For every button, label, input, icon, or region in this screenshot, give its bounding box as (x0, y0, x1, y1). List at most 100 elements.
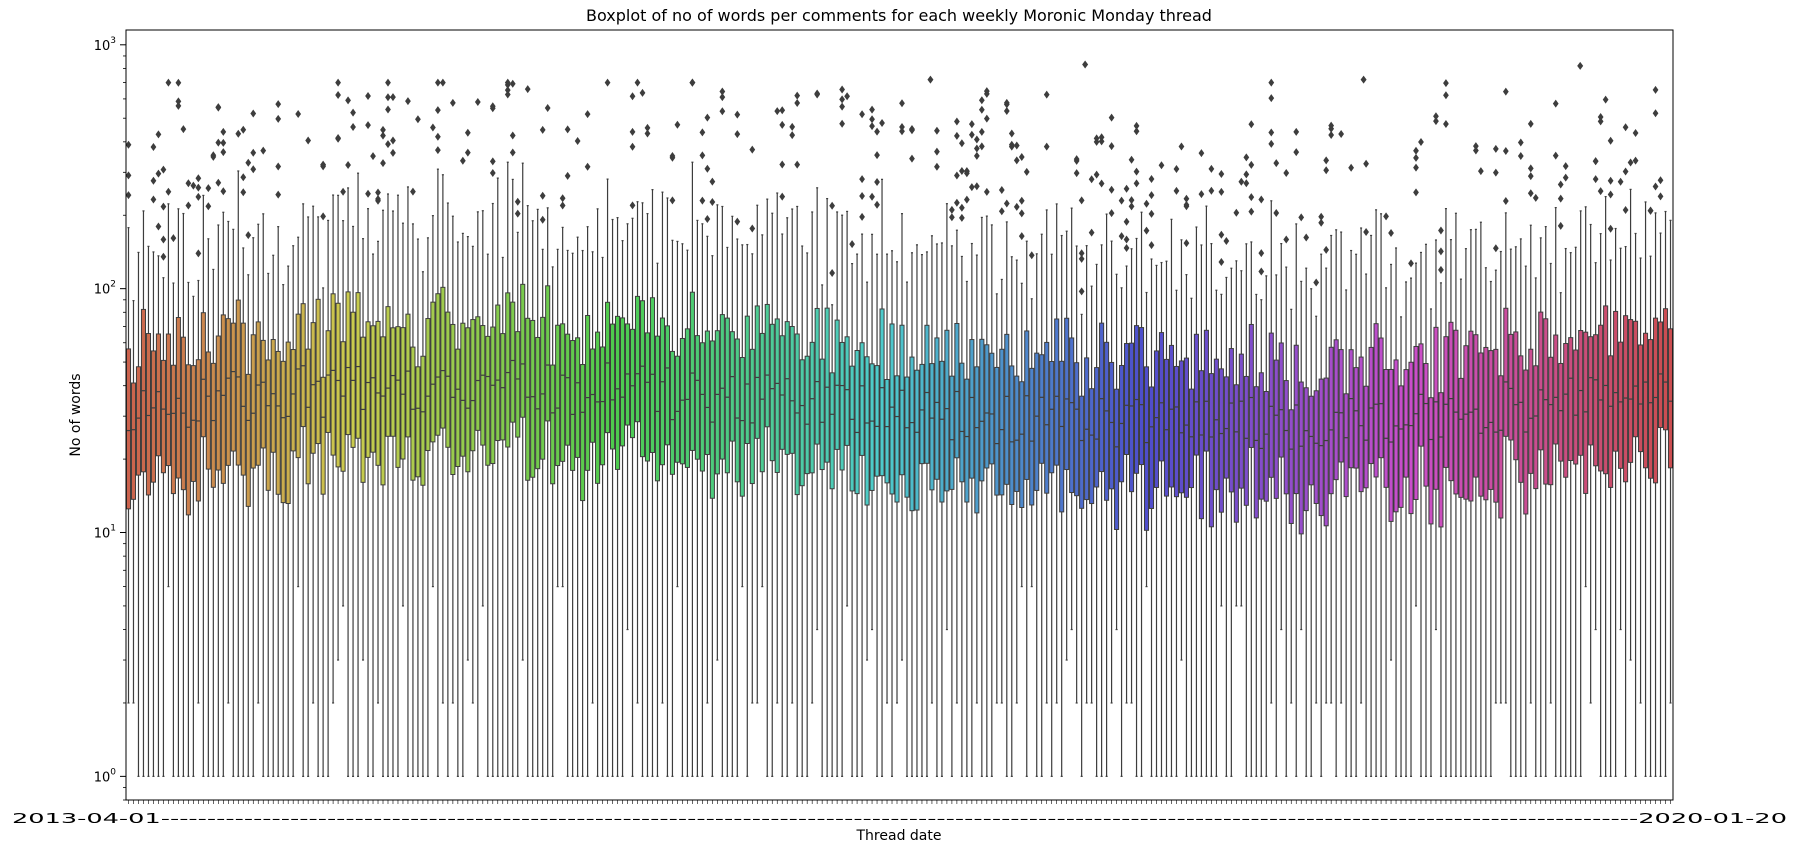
box-143 (839, 214, 845, 777)
outlier-point (983, 89, 990, 98)
box-287 (1558, 292, 1564, 777)
box-body (1268, 332, 1274, 478)
outlier-point (1657, 192, 1664, 201)
box-107 (659, 191, 666, 704)
outlier-point (375, 188, 381, 197)
box-13 (190, 295, 196, 777)
box-174 (994, 293, 1000, 704)
box-body (969, 339, 975, 479)
box-286 (1553, 206, 1559, 777)
outlier-point (629, 92, 636, 101)
outlier-point (1128, 155, 1135, 164)
outlier-point (1008, 129, 1015, 138)
box-58 (415, 238, 421, 777)
box-120 (724, 246, 730, 777)
box-body (629, 328, 636, 439)
outlier-point (934, 147, 940, 156)
outlier-point (1118, 232, 1125, 241)
box-body (1458, 377, 1464, 498)
outlier-point (669, 196, 676, 205)
outlier-point (1043, 90, 1050, 99)
box-body (974, 366, 980, 514)
outlier-point (709, 197, 716, 206)
box-260 (1423, 243, 1429, 777)
box-283 (1538, 237, 1544, 777)
box-body (1603, 305, 1609, 475)
box-50 (375, 240, 381, 704)
box-132 (784, 217, 790, 777)
box-121 (729, 215, 735, 777)
outlier-point (1293, 148, 1300, 157)
box-body (754, 305, 760, 439)
box-299 (1618, 247, 1624, 631)
outlier-point (180, 125, 187, 134)
box-body (1368, 346, 1374, 465)
box-body (470, 319, 476, 452)
outlier-point (1527, 119, 1534, 128)
box-body (1662, 308, 1669, 431)
outlier-point (734, 130, 741, 139)
box-195 (1099, 244, 1105, 777)
box-body (684, 328, 690, 468)
box-body (1652, 317, 1659, 484)
box-294 (1593, 262, 1599, 631)
box-body (1388, 368, 1394, 522)
box-body (1059, 360, 1065, 513)
outlier-point (879, 119, 885, 128)
outlier-point (240, 173, 247, 182)
outlier-point (1413, 163, 1419, 172)
outlier-point (160, 202, 167, 211)
box-body (649, 297, 656, 453)
box-159 (919, 254, 925, 777)
box-48 (365, 208, 371, 777)
outlier-point (1328, 130, 1335, 139)
box-body (1528, 348, 1534, 474)
outlier-point (1158, 161, 1165, 170)
box-body (1493, 348, 1499, 503)
box-64 (445, 202, 451, 777)
box-263 (1438, 282, 1444, 777)
box-297 (1608, 259, 1614, 777)
box-body (1538, 311, 1544, 451)
box-177 (1009, 256, 1015, 777)
outlier-point (125, 191, 132, 200)
box-234 (1293, 223, 1299, 777)
box-20 (225, 220, 231, 704)
outlier-point (1363, 159, 1369, 168)
outlier-point (175, 101, 182, 110)
box-280 (1523, 265, 1529, 777)
box-body (1343, 393, 1349, 498)
box-65 (450, 215, 456, 704)
box-168 (964, 280, 970, 777)
box-188 (1064, 230, 1070, 661)
outlier-point (1627, 158, 1634, 167)
outlier-point (305, 136, 312, 145)
outlier-point (1133, 127, 1140, 136)
outlier-point (829, 268, 836, 277)
box-59 (420, 271, 426, 777)
outlier-point (1413, 153, 1419, 162)
box-body (1598, 324, 1604, 472)
box-body (844, 336, 850, 446)
outlier-point (1238, 177, 1245, 186)
box-152 (884, 253, 890, 704)
outlier-point (1098, 179, 1105, 188)
box-body (984, 344, 990, 469)
box-128 (764, 198, 770, 777)
outlier-point (1443, 79, 1449, 88)
box-body (1628, 319, 1634, 463)
box-body (964, 378, 970, 503)
outlier-point (335, 78, 341, 87)
box-body (225, 318, 231, 466)
outlier-point (1652, 109, 1659, 118)
box-body (1263, 391, 1269, 502)
box-237 (1308, 288, 1314, 777)
box-body (255, 321, 261, 466)
box-244 (1343, 289, 1349, 777)
box-277 (1508, 248, 1514, 777)
outlier-point (774, 107, 781, 116)
box-140 (824, 197, 830, 777)
box-211 (1178, 239, 1184, 661)
box-205 (1148, 258, 1155, 777)
box-281 (1528, 224, 1534, 704)
